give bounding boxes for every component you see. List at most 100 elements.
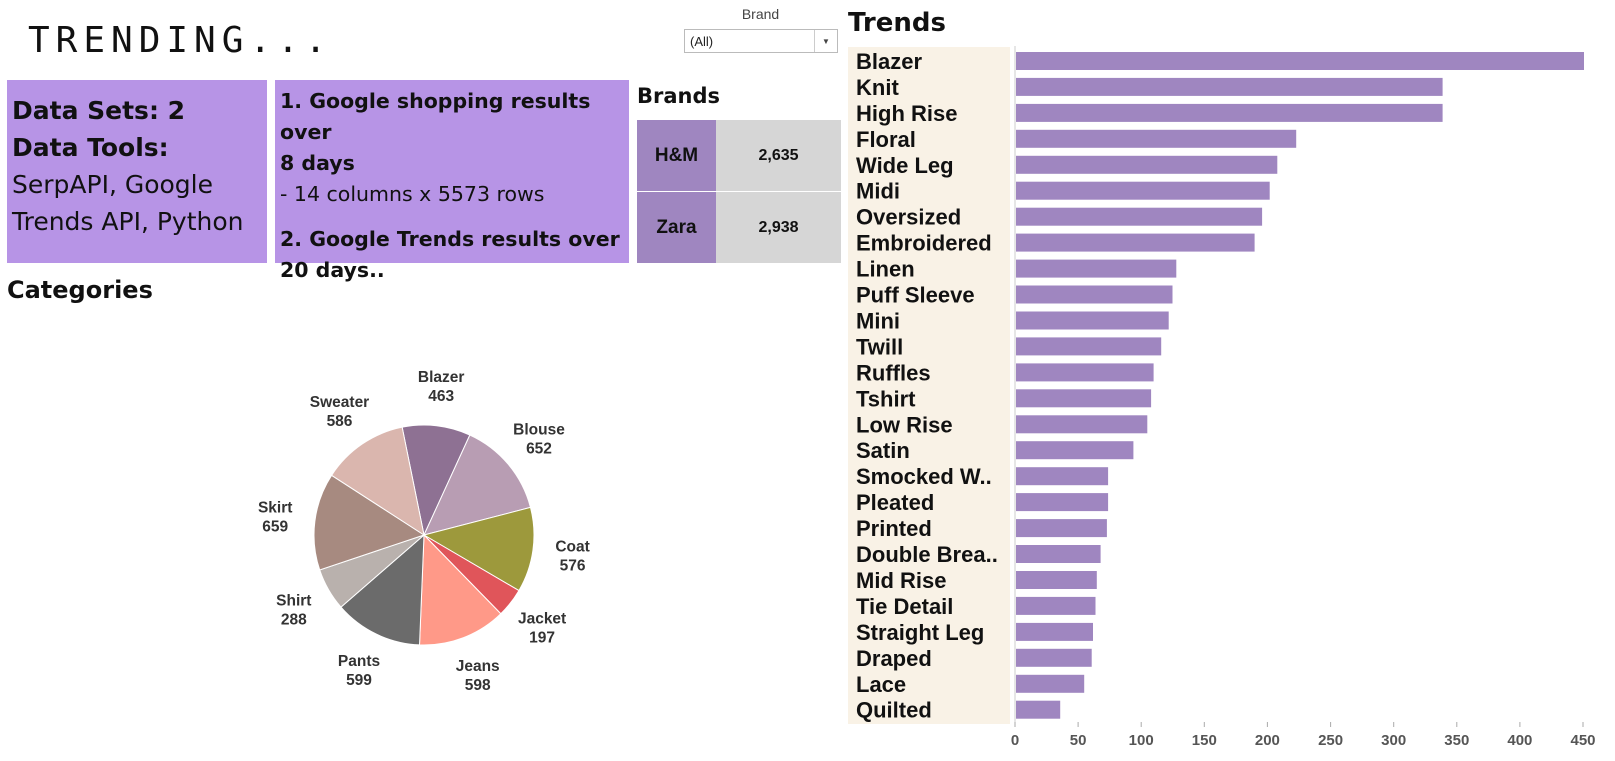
trend-label: Twill <box>856 334 903 359</box>
trend-bar <box>1016 181 1270 200</box>
pie-label-shirt: Shirt <box>276 592 311 609</box>
pie-label-sweater: Sweater <box>310 394 369 411</box>
pie-slice-sweater <box>330 426 425 537</box>
data-tools-line-2: Trends API, Python <box>12 207 244 236</box>
trend-label: Embroidered <box>856 231 992 256</box>
dashboard-title: TRENDING... <box>28 20 333 61</box>
brand-filter-value: (All) <box>690 34 714 49</box>
chevron-down-icon[interactable]: ▼ <box>814 30 837 52</box>
trend-label: Floral <box>856 127 916 152</box>
trend-label: Puff Sleeve <box>856 283 975 308</box>
desc2-line-1: 2. Google Trends results over <box>280 227 620 251</box>
trend-bar <box>1016 493 1109 512</box>
pie-label-jeans: Jeans <box>456 658 500 675</box>
pie-value-coat: 576 <box>560 558 586 575</box>
x-tick-label: 200 <box>1255 732 1280 749</box>
brand-filter-label: Brand <box>741 6 780 22</box>
trend-label: Knit <box>856 75 899 100</box>
pie-label-pants: Pants <box>338 653 380 670</box>
trend-label-background <box>848 47 1010 724</box>
x-tick-label: 300 <box>1381 732 1406 749</box>
pie-label-blazer: Blazer <box>418 369 465 386</box>
brands-title: Brands <box>637 84 721 108</box>
pie-slice-skirt <box>313 474 426 571</box>
pie-value-jacket: 197 <box>529 629 555 646</box>
trend-bar <box>1016 337 1162 356</box>
trend-label: Printed <box>856 516 932 541</box>
data-description-panel: 1. Google shopping results over 8 days -… <box>275 80 629 282</box>
categories-title: Categories <box>7 276 153 304</box>
trend-bar <box>1016 311 1169 330</box>
trend-bar <box>1016 155 1278 174</box>
trend-bar <box>1016 259 1177 278</box>
pie-slice-jeans <box>418 533 502 646</box>
trend-label: Mini <box>856 309 900 334</box>
trends-title: Trends <box>848 8 946 38</box>
trend-label: Straight Leg <box>856 620 984 645</box>
trend-bar <box>1016 700 1061 719</box>
data-summary-panel: Data Sets: 2 Data Tools: SerpAPI, Google… <box>7 80 267 263</box>
pie-label-coat: Coat <box>555 539 589 556</box>
trend-label: Midi <box>856 179 900 204</box>
trend-label: High Rise <box>856 101 957 126</box>
trend-label: Quilted <box>856 698 932 723</box>
trend-label: Mid Rise <box>856 568 946 593</box>
desc1-line-3: - 14 columns x 5573 rows <box>280 182 545 206</box>
pie-label-blouse: Blouse <box>513 422 565 439</box>
trend-label: Blazer <box>856 49 922 74</box>
trend-label: Lace <box>856 672 906 697</box>
trend-label: Smocked W.. <box>856 464 992 489</box>
data-tools-line-1: SerpAPI, Google <box>12 170 214 199</box>
pie-slice-pants <box>340 533 425 646</box>
trend-label: Tie Detail <box>856 594 953 619</box>
pie-value-blouse: 652 <box>526 441 552 458</box>
trend-label: Double Brea.. <box>856 542 998 567</box>
trend-label: Tshirt <box>856 386 916 411</box>
trend-bar <box>1016 233 1255 252</box>
trend-label: Oversized <box>856 205 961 230</box>
trend-bar <box>1016 571 1097 589</box>
brand-name-zara: Zara <box>637 192 716 263</box>
trend-bar <box>1016 52 1584 70</box>
trend-bar <box>1016 441 1134 460</box>
x-tick-label: 0 <box>1011 732 1019 749</box>
trend-bar <box>1016 622 1093 641</box>
trend-bar <box>1016 596 1096 615</box>
desc1-line-1: 1. Google shopping results over <box>280 89 591 144</box>
brand-filter-dropdown[interactable]: (All) ▼ <box>684 29 838 53</box>
data-sets-text: Data Sets: 2 <box>12 96 186 125</box>
brand-name-hm: H&M <box>637 120 716 191</box>
trend-label: Satin <box>856 438 910 463</box>
x-tick-label: 250 <box>1318 732 1343 749</box>
trend-label: Ruffles <box>856 360 931 385</box>
pie-value-jeans: 598 <box>465 677 491 694</box>
pie-slice-coat <box>422 506 535 592</box>
x-tick-label: 350 <box>1444 732 1469 749</box>
brand-value-zara: 2,938 <box>716 192 841 263</box>
trend-bar <box>1016 648 1092 667</box>
pie-value-sweater: 586 <box>327 413 353 430</box>
pie-value-skirt: 659 <box>262 518 288 535</box>
trend-bar <box>1016 674 1085 693</box>
trend-bar <box>1016 363 1154 382</box>
trend-bar <box>1016 545 1101 563</box>
x-tick-label: 100 <box>1129 732 1154 749</box>
trend-label: Low Rise <box>856 412 953 437</box>
desc1-line-2: 8 days <box>280 151 355 175</box>
trend-bar <box>1016 467 1109 486</box>
trend-bar <box>1016 519 1107 538</box>
x-tick-label: 50 <box>1070 732 1087 749</box>
trend-bar <box>1016 77 1443 96</box>
trend-label: Pleated <box>856 490 934 515</box>
pie-label-jacket: Jacket <box>518 610 566 627</box>
categories-pie-chart: Blazer 463 Blouse 652 Coat 576 Jacket 197 Jeans 5… <box>258 369 590 694</box>
x-tick-label: 450 <box>1570 732 1595 749</box>
x-tick-label: 150 <box>1192 732 1217 749</box>
trend-bar <box>1016 389 1152 408</box>
trend-label: Draped <box>856 646 932 671</box>
desc2-line-2: 20 days.. <box>280 258 385 282</box>
trend-bar <box>1016 285 1173 304</box>
trend-bar <box>1016 207 1263 226</box>
brand-value-hm: 2,635 <box>716 120 841 191</box>
trend-label: Linen <box>856 257 915 282</box>
